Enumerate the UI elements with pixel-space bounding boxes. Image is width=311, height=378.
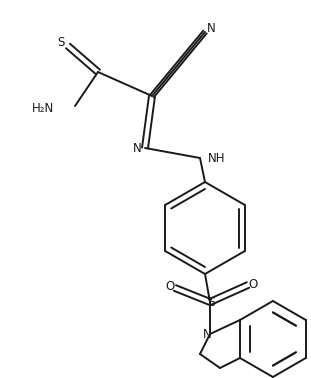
Text: O: O: [165, 280, 174, 293]
Text: H₂N: H₂N: [32, 102, 54, 115]
Text: S: S: [57, 36, 65, 48]
Text: O: O: [248, 277, 258, 291]
Text: NH: NH: [208, 152, 225, 164]
Text: S: S: [207, 296, 215, 310]
Text: N: N: [132, 143, 142, 155]
Text: N: N: [207, 22, 216, 34]
Text: N: N: [203, 328, 211, 341]
